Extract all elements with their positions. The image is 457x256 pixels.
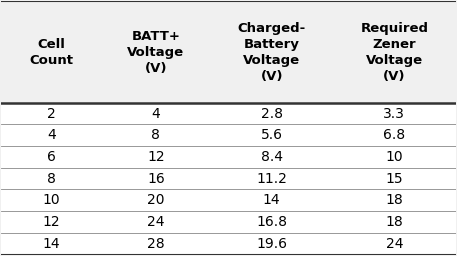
Text: 10: 10 [43,193,60,207]
Text: 20: 20 [147,193,165,207]
Text: BATT+
Voltage
(V): BATT+ Voltage (V) [127,29,184,74]
Text: 5.6: 5.6 [260,128,282,142]
Text: 4: 4 [47,128,56,142]
Text: Required
Zener
Voltage
(V): Required Zener Voltage (V) [360,22,428,82]
Text: 8: 8 [47,172,56,186]
Text: 2: 2 [47,106,56,121]
Text: 14: 14 [263,193,281,207]
Bar [1,146,456,168]
Bar [1,189,456,211]
Text: Cell
Count: Cell Count [29,38,74,67]
Text: 6.8: 6.8 [383,128,405,142]
Bar [1,1,456,103]
Text: 8.4: 8.4 [260,150,282,164]
Text: 19.6: 19.6 [256,237,287,251]
Text: 18: 18 [385,215,403,229]
Bar [1,233,456,255]
Text: 24: 24 [386,237,403,251]
Text: 12: 12 [147,150,165,164]
Text: 8: 8 [151,128,160,142]
Text: 24: 24 [147,215,165,229]
Text: 2.8: 2.8 [260,106,282,121]
Text: 6: 6 [47,150,56,164]
Text: 11.2: 11.2 [256,172,287,186]
Text: 18: 18 [385,193,403,207]
Text: 4: 4 [151,106,160,121]
Text: 16.8: 16.8 [256,215,287,229]
Bar [1,124,456,146]
Text: 28: 28 [147,237,165,251]
Bar [1,103,456,124]
Bar [1,211,456,233]
Text: 10: 10 [385,150,403,164]
Text: 16: 16 [147,172,165,186]
Text: Charged-
Battery
Voltage
(V): Charged- Battery Voltage (V) [238,22,306,82]
Text: 12: 12 [43,215,60,229]
Bar [1,168,456,189]
Text: 14: 14 [43,237,60,251]
Text: 3.3: 3.3 [383,106,405,121]
Text: 15: 15 [385,172,403,186]
